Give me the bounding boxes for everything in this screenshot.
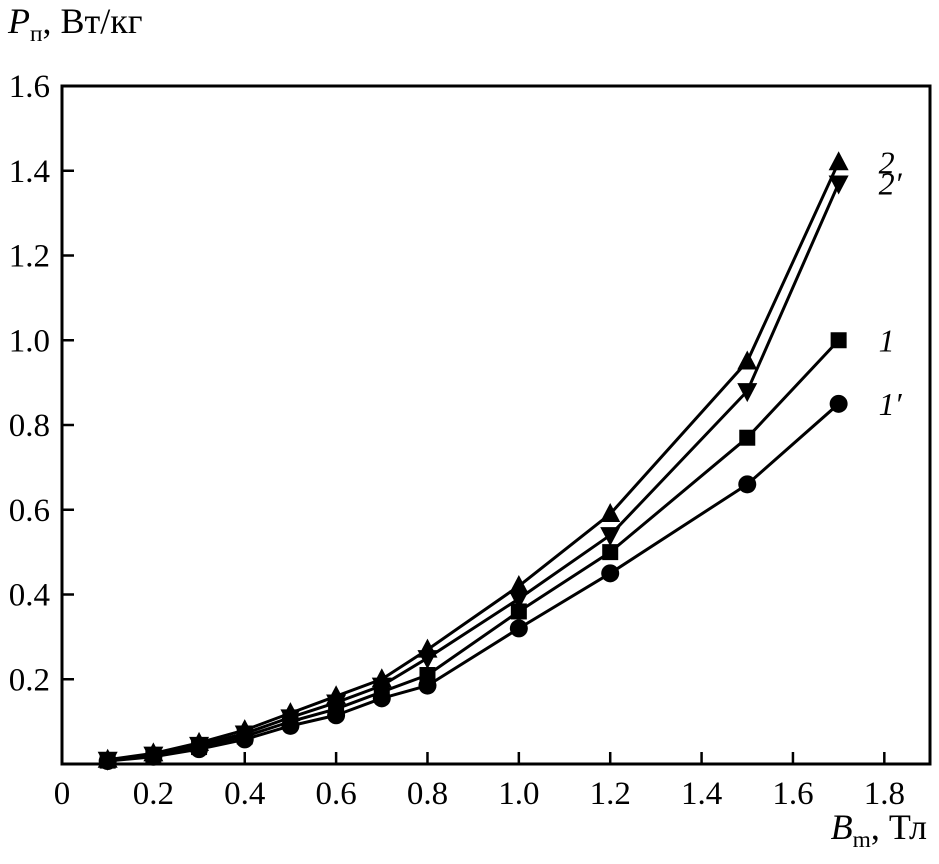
x-tick-label: 1.0	[498, 776, 539, 812]
x-tick-label: 1.2	[590, 776, 631, 812]
square-marker	[602, 544, 619, 561]
series-line-2′	[107, 182, 841, 762]
x-tick-label: 1.4	[681, 776, 722, 812]
x-axis-variable: B	[830, 807, 853, 847]
circle-marker	[601, 564, 620, 583]
triangle-up-marker	[828, 151, 849, 171]
x-tick-label: 0	[54, 776, 71, 812]
triangle-down-marker	[828, 175, 849, 195]
triangle-up-marker	[737, 350, 758, 370]
triangle-down-marker	[417, 650, 438, 670]
x-tick-label: 0.8	[407, 776, 448, 812]
y-tick-label: 0.4	[9, 578, 50, 614]
series-label-1′: 1′	[879, 386, 903, 422]
y-tick-label: 0.6	[9, 493, 50, 529]
square-marker	[510, 603, 527, 620]
x-tick-label: 0.2	[133, 776, 174, 812]
circle-marker	[829, 394, 848, 413]
x-axis-title: Bm, Тл	[831, 806, 927, 854]
triangle-up-marker	[508, 575, 529, 595]
triangle-down-marker	[737, 383, 758, 403]
x-axis-units: , Тл	[870, 807, 927, 847]
y-tick-label: 1.6	[9, 69, 50, 105]
circle-marker	[235, 730, 254, 749]
y-axis-title: Pп, Вт/кг	[8, 0, 143, 48]
x-tick-label: 0.6	[315, 776, 356, 812]
series-label-2: 2	[879, 144, 895, 180]
series-line-1	[107, 339, 840, 763]
y-tick-label: 0.2	[9, 662, 50, 698]
circle-marker	[190, 740, 209, 759]
circle-marker	[98, 752, 117, 771]
square-marker	[830, 332, 847, 349]
triangle-down-marker	[600, 527, 621, 547]
y-axis-subscript: п	[30, 21, 43, 48]
triangle-down-marker	[508, 590, 529, 610]
series-label-2′: 2′	[879, 165, 903, 201]
circle-marker	[372, 689, 391, 708]
square-marker	[739, 429, 756, 446]
x-tick-label: 0.4	[224, 776, 265, 812]
circle-marker	[281, 716, 300, 735]
y-tick-label: 1.0	[9, 323, 50, 359]
series-label-1: 1	[879, 322, 895, 358]
y-axis-variable: P	[8, 1, 30, 41]
circle-marker	[327, 706, 346, 725]
x-axis-subscript: m	[852, 827, 871, 854]
x-tick-label: 1.8	[864, 776, 905, 812]
y-axis-units: , Вт/кг	[42, 1, 143, 41]
x-tick-label: 1.6	[772, 776, 813, 812]
y-tick-label: 0.8	[9, 408, 50, 444]
circle-marker	[509, 619, 528, 638]
y-tick-label: 1.4	[9, 154, 50, 190]
series-line-1′	[107, 402, 840, 763]
triangle-up-marker	[600, 502, 621, 522]
series-line-2	[107, 161, 840, 762]
y-tick-label: 1.2	[9, 239, 50, 275]
plot-frame	[60, 84, 932, 766]
circle-marker	[144, 747, 163, 766]
circle-marker	[418, 676, 437, 695]
circle-marker	[738, 475, 757, 494]
